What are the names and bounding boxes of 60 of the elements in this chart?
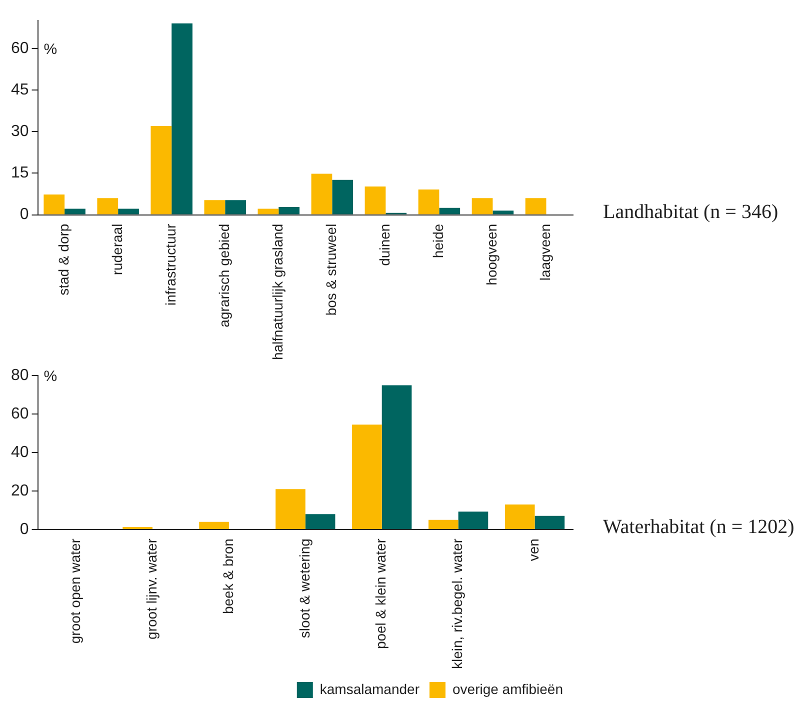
bar bbox=[44, 194, 65, 214]
x-tick-label: klein, riv.begel. water bbox=[449, 538, 466, 670]
y-axis-title: % bbox=[44, 368, 58, 386]
x-tick-label: ruderaal bbox=[108, 224, 125, 276]
x-tick-label: agrarisch gebied bbox=[216, 224, 232, 328]
bar bbox=[534, 516, 565, 530]
y-tick-label: 45 bbox=[11, 81, 29, 98]
bar bbox=[504, 504, 535, 530]
x-tick-label: groot open water bbox=[66, 538, 83, 644]
bar bbox=[64, 208, 86, 214]
y-tick-label: 60 bbox=[11, 40, 29, 57]
bar bbox=[458, 512, 488, 530]
x-tick-label: heide bbox=[430, 224, 446, 258]
bar bbox=[428, 520, 458, 530]
x-tick-label: poel & klein water bbox=[372, 538, 389, 650]
bar bbox=[199, 522, 229, 530]
y-tick-label: 0 bbox=[20, 520, 29, 538]
x-tick-label: halfnatuurlijk grasland bbox=[270, 224, 286, 360]
bar bbox=[492, 210, 514, 214]
x-tick-label: groot lijnv. water bbox=[143, 538, 160, 640]
x-tick-label: sloot & wetering bbox=[296, 538, 312, 638]
bar bbox=[418, 190, 440, 214]
y-tick-label: 20 bbox=[11, 482, 29, 500]
x-tick-label: hoogveen bbox=[484, 224, 500, 286]
x-tick-label: laagveen bbox=[537, 224, 554, 281]
bar bbox=[204, 200, 226, 214]
x-tick-label: bos & struweel bbox=[323, 224, 340, 316]
y-tick-label: 60 bbox=[11, 405, 29, 422]
x-tick-label: ven bbox=[526, 538, 542, 562]
bar bbox=[276, 489, 306, 530]
x-tick-label: duinen bbox=[376, 224, 393, 266]
y-axis-title: % bbox=[44, 40, 58, 58]
y-tick-label: 40 bbox=[11, 444, 29, 461]
bar bbox=[278, 207, 300, 214]
bar bbox=[352, 424, 382, 530]
x-tick-label: beek & bron bbox=[220, 538, 236, 614]
bar bbox=[439, 208, 460, 214]
bar bbox=[225, 200, 246, 214]
y-tick-label: 80 bbox=[11, 367, 29, 384]
bar bbox=[382, 385, 412, 530]
y-tick-label: 30 bbox=[11, 122, 29, 140]
x-tick-label: stad & dorp bbox=[55, 224, 72, 296]
bar bbox=[118, 208, 139, 214]
bar bbox=[305, 514, 336, 530]
text: Landhabitat (n = 346) bbox=[603, 201, 778, 224]
legend-label: overige amfibieën bbox=[452, 680, 564, 697]
bar bbox=[97, 198, 118, 214]
bar bbox=[364, 186, 386, 214]
bar bbox=[525, 198, 546, 214]
y-tick-label: 0 bbox=[20, 206, 29, 224]
bar bbox=[311, 174, 332, 214]
bar bbox=[472, 198, 493, 214]
bar bbox=[258, 208, 279, 214]
y-tick-label: 15 bbox=[11, 164, 29, 182]
bar bbox=[332, 180, 354, 214]
bar bbox=[172, 23, 192, 214]
x-tick-label: infrastructuur bbox=[162, 223, 178, 306]
bar bbox=[150, 126, 172, 214]
text: Waterhabitat (n = 1202) bbox=[603, 516, 794, 538]
legend-label: kamsalamander bbox=[320, 680, 420, 697]
